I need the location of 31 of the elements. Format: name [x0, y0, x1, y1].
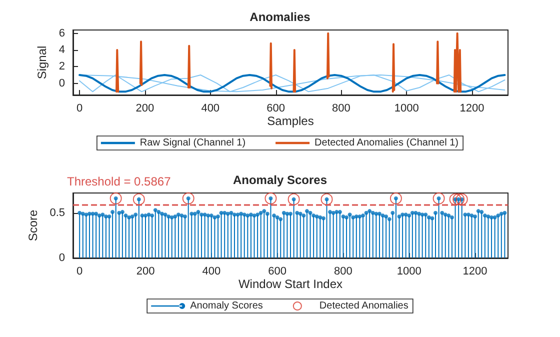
legend-label: Raw Signal (Channel 1)	[140, 138, 246, 148]
y-tick-label: 6	[58, 27, 65, 40]
y-tick-label: 0	[58, 252, 65, 264]
x-tick-label: 1000	[396, 266, 422, 278]
x-tick-label: 1200	[460, 102, 484, 114]
x-axis-title: Window Start Index	[238, 276, 343, 291]
x-tick-label: 1000	[394, 102, 419, 114]
x-tick-label: 600	[268, 266, 286, 278]
y-tick-label: 2	[58, 60, 65, 73]
ref-line-label: Threshold = 0.5867	[67, 174, 172, 189]
legend-label: Anomaly Scores	[190, 300, 263, 312]
y-tick-label: 4	[58, 44, 65, 56]
x-tick-label: 400	[201, 102, 220, 114]
x-tick-label: 600	[266, 102, 285, 114]
x-tick-label: 200	[136, 266, 155, 278]
chart-title: Anomalies	[250, 10, 311, 24]
y-tick-label: 0.5	[50, 206, 65, 219]
y-tick-label: 0	[58, 77, 65, 90]
y-axis-title: Signal	[34, 46, 49, 80]
x-tick-label: 200	[136, 102, 154, 114]
x-tick-label: 400	[202, 266, 221, 278]
y-axis-title: Score	[26, 210, 40, 242]
x-tick-label: 0	[76, 102, 83, 114]
x-tick-label: 800	[334, 266, 352, 278]
chart-title: Anomaly Scores	[232, 173, 328, 187]
x-tick-label: 1200	[462, 266, 488, 278]
legend-label: Detected Anomalies (Channel 1)	[314, 138, 459, 148]
x-tick-label: 0	[76, 266, 83, 278]
x-tick-label: 800	[332, 102, 350, 114]
legend-label: Detected Anomalies	[319, 300, 408, 312]
x-axis-title: Samples	[267, 114, 314, 128]
